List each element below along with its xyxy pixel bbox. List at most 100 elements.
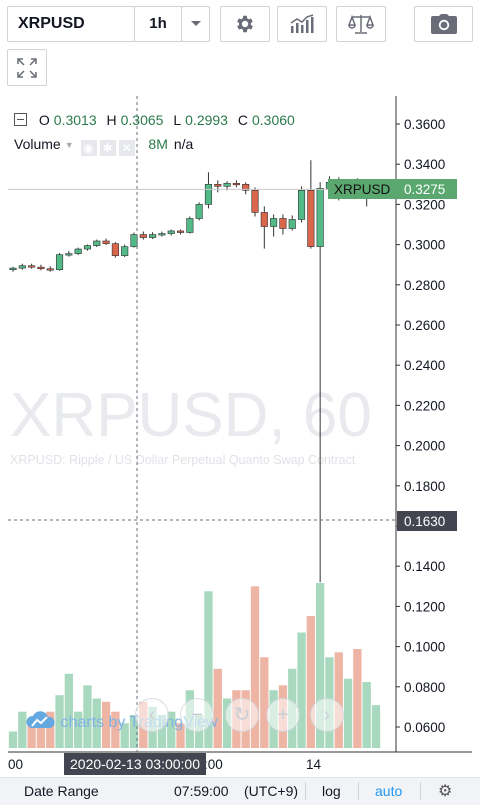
camera-icon <box>430 14 457 34</box>
gear-icon <box>237 15 253 33</box>
symbol-search-button[interactable]: XRPUSD <box>7 6 135 42</box>
candle-body <box>167 230 175 234</box>
timezone-button[interactable]: (UTC+9) <box>244 783 299 799</box>
svg-text:2020-02-13 03:00:00: 2020-02-13 03:00:00 <box>70 756 200 772</box>
log-toggle[interactable]: log <box>322 783 341 799</box>
volume-bar <box>36 715 46 748</box>
volume-bar <box>213 668 222 748</box>
y-tick-label: 0.3000 <box>404 238 445 253</box>
candle-body <box>65 253 73 256</box>
auto-scale-toggle[interactable]: auto <box>375 783 403 799</box>
y-tick-label: 0.2200 <box>404 398 445 413</box>
zoom-out-button[interactable]: − <box>180 698 214 732</box>
candle-body <box>251 190 259 213</box>
y-tick-label: 0.1000 <box>404 640 445 655</box>
candle-body <box>9 267 17 271</box>
volume-bar <box>111 711 120 748</box>
date-range-button[interactable]: Date Range <box>24 783 99 799</box>
candle-body <box>139 234 147 238</box>
candle-body <box>28 265 36 268</box>
candle-body <box>204 184 213 205</box>
y-tick-label: 0.2400 <box>404 358 445 373</box>
candle-body <box>297 190 306 220</box>
candle-body <box>195 204 203 219</box>
bottom-toolbar: Date Range 07:59:00 (UTC+9) log auto ⚙ <box>0 777 480 805</box>
candle-body <box>102 240 110 244</box>
volume-bar <box>250 586 260 748</box>
volume-bar <box>46 711 55 748</box>
candle-body <box>93 240 101 246</box>
caret-down-icon[interactable]: ▼ <box>64 140 74 150</box>
volume-bar <box>371 705 381 748</box>
volume-bar <box>129 715 139 748</box>
candle-body <box>149 234 157 238</box>
gear-icon[interactable]: ✱ <box>99 140 116 156</box>
volume-bar <box>92 698 101 748</box>
y-tick-label: 0.3200 <box>404 197 445 212</box>
scales-icon <box>348 14 374 34</box>
chevron-down-icon <box>190 21 201 26</box>
low-value: 0.2993 <box>185 112 228 128</box>
candle-body <box>232 182 240 186</box>
svg-text:0.3275: 0.3275 <box>404 182 445 197</box>
last-price-label: 0.3275 <box>397 179 457 199</box>
collapse-legend-icon[interactable] <box>14 113 27 126</box>
volume-value: 8M <box>148 136 168 152</box>
candle-body <box>223 182 231 187</box>
fullscreen-button[interactable] <box>7 49 47 86</box>
candle-body <box>279 218 287 229</box>
volume-bar <box>334 652 343 748</box>
settings-button[interactable] <box>220 6 270 42</box>
price-chart[interactable]: XRPUSD, 60 XRPUSD: Ripple / US Dollar Pe… <box>8 96 472 776</box>
candle-body <box>130 234 138 247</box>
candle-body <box>270 218 278 227</box>
interval-dropdown-button[interactable] <box>181 6 210 42</box>
indicators-button[interactable] <box>277 6 327 42</box>
candle-body <box>260 212 268 227</box>
volume-bar <box>8 731 18 748</box>
volume-bar <box>157 715 167 748</box>
volume-legend: Volume ▼ ◉ ✱ ✕ 8M n/a <box>14 136 193 156</box>
scroll-left-button[interactable]: ‹ <box>135 698 169 732</box>
y-tick-label: 0.0600 <box>404 720 445 735</box>
volume-bar <box>18 711 27 748</box>
watermark-symbol: XRPUSD, 60 <box>10 381 372 450</box>
y-tick-label: 0.0800 <box>404 680 445 695</box>
volume-ma-value: n/a <box>173 136 194 152</box>
candle-body <box>214 184 222 187</box>
y-tick-label: 0.1400 <box>404 559 445 574</box>
time-display: 07:59:00 <box>174 783 229 799</box>
svg-text:0.1630: 0.1630 <box>404 514 445 529</box>
svg-text:XRPUSD: XRPUSD <box>334 182 391 197</box>
reset-chart-button[interactable]: ↻ <box>225 698 259 732</box>
snapshot-button[interactable] <box>414 6 473 42</box>
volume-bar <box>362 682 371 748</box>
watermark-description: XRPUSD: Ripple / US Dollar Perpetual Qua… <box>10 453 356 467</box>
volume-bar <box>353 649 362 748</box>
volume-bar <box>204 591 213 748</box>
candle-body <box>121 246 129 256</box>
compare-button[interactable] <box>336 6 386 42</box>
interval-button[interactable]: 1h <box>134 6 182 42</box>
indicators-chart-icon <box>290 14 314 33</box>
volume-bar <box>167 711 176 748</box>
volume-study-name[interactable]: Volume <box>14 136 61 152</box>
candle-body <box>55 254 64 271</box>
volume-bar <box>27 718 36 748</box>
candle-body <box>316 188 324 247</box>
y-tick-label: 0.1800 <box>404 479 445 494</box>
x-tick-label: 14 <box>306 757 322 772</box>
volume-bar <box>297 632 306 748</box>
cloud-icon <box>26 711 55 728</box>
zoom-in-button[interactable]: + <box>266 698 300 732</box>
candle-body <box>242 184 250 191</box>
close-icon[interactable]: ✕ <box>118 140 135 156</box>
y-tick-label: 0.2000 <box>404 439 445 454</box>
y-tick-label: 0.2800 <box>404 278 445 293</box>
close-value: 0.3060 <box>251 112 295 128</box>
gear-icon[interactable]: ⚙ <box>438 783 453 800</box>
candle-body <box>186 218 194 233</box>
open-value: 0.3013 <box>53 112 97 128</box>
scroll-right-button[interactable]: › <box>310 698 344 732</box>
eye-icon[interactable]: ◉ <box>80 140 97 156</box>
